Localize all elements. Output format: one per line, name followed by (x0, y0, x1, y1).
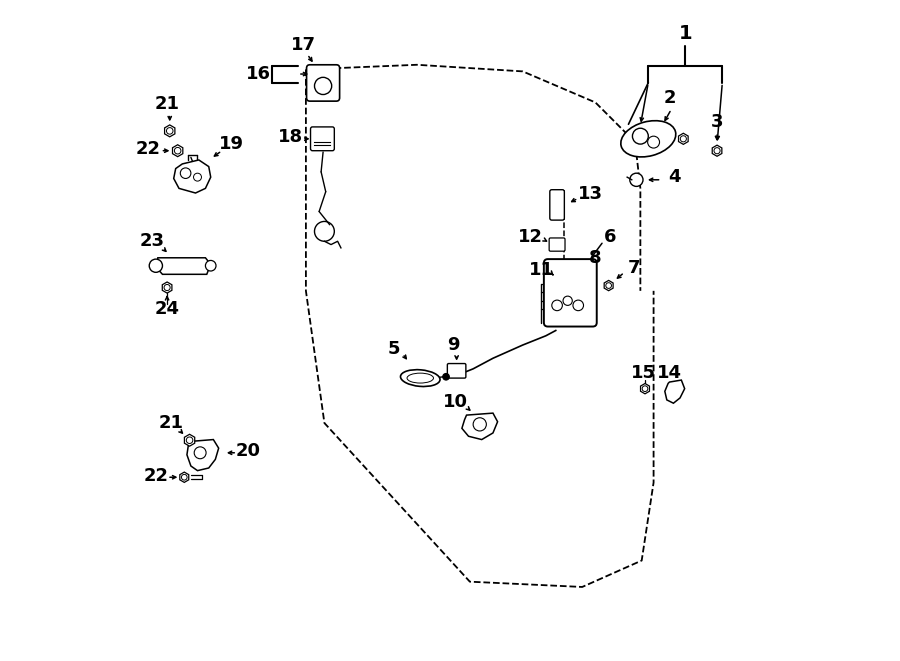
Text: 2: 2 (663, 89, 676, 107)
Text: 22: 22 (136, 139, 161, 158)
Polygon shape (165, 125, 175, 137)
FancyBboxPatch shape (310, 127, 334, 151)
Polygon shape (641, 383, 650, 394)
Polygon shape (174, 160, 211, 193)
Text: 23: 23 (140, 232, 165, 251)
Text: 24: 24 (155, 300, 180, 319)
Circle shape (633, 128, 648, 144)
Circle shape (443, 373, 449, 380)
Text: 21: 21 (158, 414, 184, 432)
Text: 22: 22 (143, 467, 168, 485)
Text: 11: 11 (528, 260, 554, 279)
FancyBboxPatch shape (549, 238, 565, 251)
Text: 12: 12 (518, 227, 543, 246)
FancyBboxPatch shape (550, 190, 564, 220)
Text: 8: 8 (590, 249, 602, 267)
Circle shape (630, 173, 643, 186)
Polygon shape (157, 258, 211, 274)
Polygon shape (462, 413, 498, 440)
FancyBboxPatch shape (447, 364, 466, 378)
FancyBboxPatch shape (544, 259, 597, 327)
Circle shape (552, 300, 562, 311)
Text: 3: 3 (711, 113, 724, 132)
Text: 10: 10 (443, 393, 468, 411)
Polygon shape (665, 380, 685, 403)
Text: 17: 17 (291, 36, 316, 54)
Text: 9: 9 (447, 336, 460, 354)
Text: 6: 6 (604, 227, 617, 246)
Polygon shape (173, 145, 183, 157)
Circle shape (563, 296, 572, 305)
Polygon shape (604, 280, 613, 291)
Circle shape (648, 136, 660, 148)
Text: 16: 16 (246, 65, 271, 83)
Text: 21: 21 (155, 95, 180, 114)
Polygon shape (180, 472, 189, 483)
Polygon shape (679, 134, 688, 144)
Text: 1: 1 (679, 24, 692, 42)
Circle shape (573, 300, 583, 311)
FancyBboxPatch shape (307, 65, 339, 101)
Polygon shape (162, 282, 172, 293)
Text: 4: 4 (669, 168, 681, 186)
Polygon shape (712, 145, 722, 156)
Text: 14: 14 (657, 364, 682, 383)
Circle shape (149, 259, 163, 272)
Text: 5: 5 (388, 340, 400, 358)
Text: 20: 20 (236, 442, 261, 460)
Polygon shape (187, 440, 219, 471)
Text: 19: 19 (220, 135, 245, 153)
Circle shape (314, 77, 332, 95)
Text: 18: 18 (277, 128, 302, 147)
Ellipse shape (400, 369, 440, 387)
Text: 15: 15 (631, 364, 655, 383)
Circle shape (205, 260, 216, 271)
Polygon shape (184, 434, 194, 446)
Ellipse shape (621, 121, 676, 157)
Text: 7: 7 (627, 258, 640, 277)
Text: 13: 13 (578, 185, 603, 204)
